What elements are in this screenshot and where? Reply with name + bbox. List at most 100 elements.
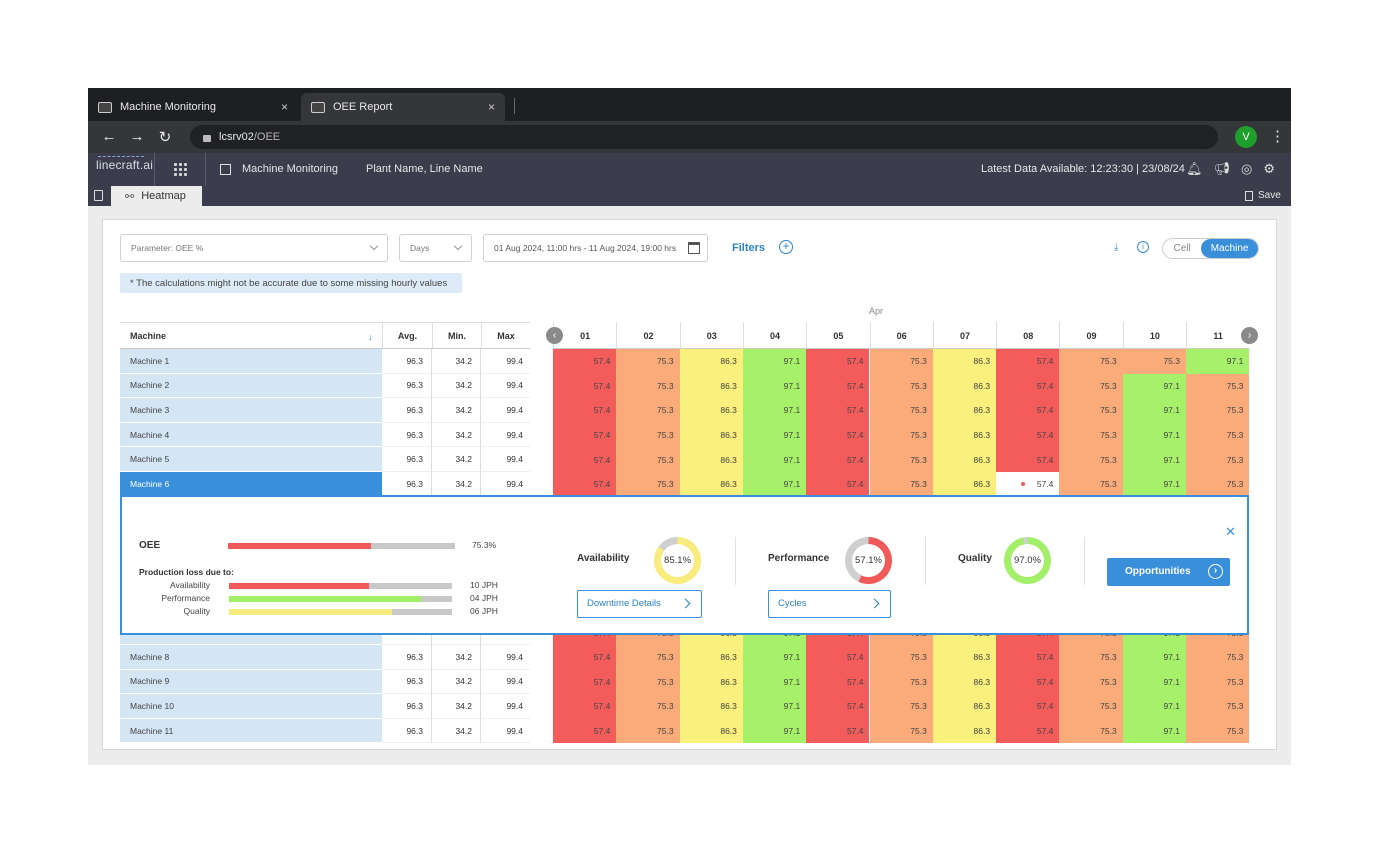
heatmap-cell[interactable]: 57.4: [553, 645, 617, 670]
sort-icon[interactable]: ↓: [368, 332, 373, 342]
table-row[interactable]: Machine 6 96.3 34.2 99.4: [120, 472, 530, 497]
heatmap-cell[interactable]: 75.3: [1186, 422, 1250, 448]
heatmap-cell[interactable]: 75.3: [1059, 373, 1123, 399]
bell-icon[interactable]: 🔔︎: [1186, 161, 1203, 176]
opportunities-button[interactable]: Opportunities ›: [1107, 557, 1230, 586]
heatmap-cell[interactable]: 75.3: [869, 422, 933, 448]
heatmap-cell[interactable]: 75.3: [616, 645, 680, 670]
heatmap-cell[interactable]: 75.3: [616, 472, 680, 497]
heatmap-cell[interactable]: 97.1: [1122, 645, 1186, 670]
day-header[interactable]: 10: [1122, 322, 1186, 349]
reload-icon[interactable]: ↻: [158, 129, 172, 146]
heatmap-cell[interactable]: 75.3: [1186, 373, 1250, 399]
heatmap-cell[interactable]: 57.4: [553, 669, 617, 695]
apps-grid-icon[interactable]: [174, 163, 187, 176]
heatmap-cell[interactable]: 75.3: [869, 349, 933, 374]
heatmap-cell[interactable]: 97.1: [742, 349, 807, 374]
heatmap-cell[interactable]: 75.3: [869, 718, 933, 744]
heatmap-cell[interactable]: 75.3: [1186, 669, 1250, 695]
user-icon[interactable]: ◎: [1241, 161, 1253, 176]
forward-arrow-icon[interactable]: →: [129, 128, 145, 145]
day-header[interactable]: 06: [869, 322, 933, 349]
heatmap-cell[interactable]: 75.3: [616, 398, 680, 423]
heatmap-cell[interactable]: 86.3: [679, 447, 743, 472]
back-arrow-icon[interactable]: ←: [101, 128, 117, 145]
add-filter-icon[interactable]: +: [779, 240, 793, 254]
machine-name[interactable]: Machine 1: [120, 349, 382, 374]
gear-icon[interactable]: ⚙: [1263, 161, 1276, 176]
machine-name[interactable]: Machine 10: [120, 694, 382, 719]
heatmap-cell[interactable]: 97.1: [742, 718, 807, 744]
heatmap-cell[interactable]: 57.4: [553, 398, 617, 423]
header-machine[interactable]: Machine: [130, 330, 167, 341]
heatmap-cell[interactable]: 97.1: [742, 422, 807, 448]
heatmap-cell[interactable]: 86.3: [932, 694, 997, 719]
heatmap-cell[interactable]: 75.3: [1059, 398, 1123, 423]
heatmap-cell[interactable]: 86.3: [679, 398, 743, 423]
machine-name[interactable]: Machine 8: [120, 645, 382, 670]
day-header[interactable]: 04: [742, 322, 806, 349]
heatmap-cell[interactable]: 57.4: [553, 694, 617, 719]
kebab-menu-icon[interactable]: ⋮: [1270, 128, 1285, 145]
heatmap-cell[interactable]: 75.3: [616, 349, 680, 374]
heatmap-cell[interactable]: 86.3: [932, 645, 997, 670]
browser-tab-machine-monitoring[interactable]: Machine Monitoring ×: [88, 93, 298, 121]
header-min[interactable]: Min.: [432, 323, 481, 348]
day-header[interactable]: 09: [1059, 322, 1122, 349]
header-avg[interactable]: Avg.: [382, 323, 432, 348]
parameter-select[interactable]: Parameter: OEE %: [120, 234, 388, 262]
heatmap-cell[interactable]: 97.1: [742, 645, 807, 670]
heatmap-cell[interactable]: 57.4: [996, 718, 1060, 744]
table-row[interactable]: Machine 1 96.3 34.2 99.4: [120, 349, 530, 374]
heatmap-cell[interactable]: 75.3: [1059, 669, 1123, 695]
heatmap-cell[interactable]: 75.3: [1186, 645, 1250, 670]
url-bar[interactable]: lcsrv02/OEE: [190, 125, 1218, 149]
heatmap-cell[interactable]: 75.3: [1059, 472, 1123, 497]
heatmap-cell[interactable]: 97.1: [742, 398, 807, 423]
heatmap-cell[interactable]: 75.3: [1186, 472, 1250, 497]
heatmap-cell[interactable]: 97.1: [1122, 694, 1186, 719]
machine-name[interactable]: Machine 4: [120, 422, 382, 448]
heatmap-cell[interactable]: 75.3: [869, 373, 933, 399]
heatmap-cell[interactable]: 75.3: [869, 694, 933, 719]
heatmap-cell[interactable]: 57.4: [806, 472, 870, 497]
heatmap-cell[interactable]: 57.4: [996, 669, 1060, 695]
heatmap-cell[interactable]: 57.4: [553, 472, 617, 497]
heatmap-cell[interactable]: 75.3: [1186, 694, 1250, 719]
period-select[interactable]: Days: [399, 234, 472, 262]
heatmap-cell[interactable]: 75.3: [1186, 718, 1250, 744]
heatmap-cell[interactable]: 86.3: [932, 472, 997, 497]
heatmap-cell[interactable]: 75.3: [616, 694, 680, 719]
filters-button[interactable]: Filters: [732, 242, 766, 254]
heatmap-cell[interactable]: 86.3: [932, 349, 997, 374]
machine-name[interactable]: Machine 11: [120, 718, 382, 744]
heatmap-cell[interactable]: 57.4: [806, 718, 870, 744]
heatmap-cell[interactable]: 75.3: [1059, 645, 1123, 670]
heatmap-cell[interactable]: 97.1: [742, 447, 807, 472]
heatmap-cell[interactable]: 75.3: [616, 422, 680, 448]
heatmap-cell[interactable]: 57.4: [996, 422, 1060, 448]
table-row[interactable]: Machine 3 96.3 34.2 99.4: [120, 398, 530, 423]
date-range-input[interactable]: 01 Aug 2024, 11:00 hrs - 11 Aug 2024, 19…: [483, 234, 708, 262]
info-icon[interactable]: i: [1137, 241, 1149, 253]
chevron-left-icon[interactable]: ‹: [546, 327, 563, 344]
machine-name[interactable]: Machine 9: [120, 669, 382, 695]
view-toggle[interactable]: Cell Machine: [1162, 238, 1259, 259]
downtime-details-button[interactable]: Downtime Details: [577, 589, 702, 618]
close-icon[interactable]: ✕: [1225, 523, 1236, 539]
heatmap-cell[interactable]: 57.4: [553, 349, 617, 374]
heatmap-cell[interactable]: 86.3: [679, 694, 743, 719]
heatmap-cell[interactable]: 86.3: [932, 398, 997, 423]
day-header[interactable]: 02: [616, 322, 679, 349]
table-row[interactable]: Machine 11 96.3 34.2 99.4: [120, 718, 530, 744]
heatmap-cell[interactable]: 97.1: [1186, 349, 1250, 374]
heatmap-cell[interactable]: 97.1: [1122, 669, 1186, 695]
heatmap-cell[interactable]: 75.3: [1059, 447, 1123, 472]
toggle-machine[interactable]: Machine: [1201, 239, 1258, 258]
header-max[interactable]: Max: [481, 323, 530, 348]
heatmap-cell[interactable]: 75.3: [616, 718, 680, 744]
table-row[interactable]: Machine 10 96.3 34.2 99.4: [120, 694, 530, 719]
heatmap-cell[interactable]: 86.3: [679, 669, 743, 695]
heatmap-cell[interactable]: 75.3: [616, 669, 680, 695]
module-selector[interactable]: Machine Monitoring: [220, 163, 338, 175]
